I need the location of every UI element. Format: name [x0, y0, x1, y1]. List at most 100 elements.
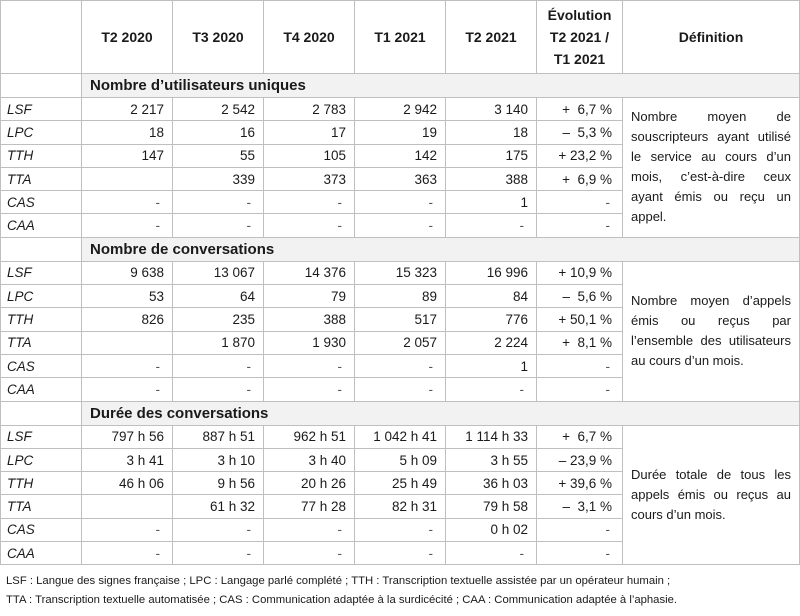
value-cell: 79 h 58: [445, 494, 537, 519]
table-row: LPC 3 h 41 3 h 10 3 h 40 5 h 09 3 h 55– 23,9 …: [0, 447, 800, 473]
corner-cell: [0, 0, 82, 74]
row-label: TTH: [0, 471, 82, 496]
value-cell: 3 h 41: [81, 447, 173, 473]
table-row: TTH 826 235 388 517 776 + 50,1 %: [0, 307, 800, 332]
value-cell: 1 042 h 41: [354, 424, 446, 449]
value-cell: 826: [81, 307, 173, 332]
section-header-row: Durée des conversations: [0, 400, 800, 426]
value-cell: 797 h 56: [81, 424, 173, 449]
value-cell: 1 114 h 33: [445, 424, 537, 449]
evolution-cell: – 5,6 %: [536, 284, 623, 309]
section-empty-cell: [0, 236, 82, 262]
evolution-cell: + 50,1 %: [536, 307, 623, 332]
evolution-cell: -: [536, 517, 623, 543]
value-cell: 19: [354, 120, 446, 145]
value-cell: 15 323: [354, 260, 446, 286]
value-cell: 20 h 26: [263, 471, 355, 496]
value-cell: 79: [263, 284, 355, 309]
value-cell: -: [263, 353, 355, 379]
value-cell: 18: [81, 120, 173, 145]
evolution-header-line: T1 2021: [553, 51, 606, 67]
row-label: LSF: [0, 96, 82, 122]
footnote-line: TTA : Transcription textuelle automatisé…: [6, 594, 678, 606]
section-title: Nombre d’utilisateurs uniques: [81, 73, 800, 98]
row-label: LPC: [0, 447, 82, 473]
row-label: TTH: [0, 307, 82, 332]
value-cell: -: [354, 353, 446, 379]
value-cell: -: [172, 353, 264, 379]
table-row: CAS - - - -1-: [0, 190, 800, 215]
value-cell: -: [263, 213, 355, 238]
value-cell: -: [263, 190, 355, 215]
evolution-header-line: Évolution: [547, 7, 612, 23]
value-cell: 82 h 31: [354, 494, 446, 519]
value-cell: -: [445, 541, 537, 566]
period-header: T2 2021: [445, 0, 537, 74]
evolution-cell: + 39,6 %: [536, 471, 623, 496]
value-cell: 142: [354, 143, 446, 168]
value-cell: -: [172, 517, 264, 543]
value-cell: 962 h 51: [263, 424, 355, 449]
evolution-cell: – 5,3 %: [536, 120, 623, 145]
value-cell: 887 h 51: [172, 424, 264, 449]
value-cell: 1 930: [263, 330, 355, 355]
table-row: CAA - - - - - -: [0, 377, 800, 402]
value-cell: 14 376: [263, 260, 355, 286]
section-title: Nombre de conversations: [81, 236, 800, 262]
period-header: T3 2020: [172, 0, 264, 74]
table-row: CAS - - - -0 h 02-: [0, 517, 800, 543]
row-label: TTH: [0, 143, 82, 168]
value-cell: -: [81, 377, 173, 402]
evolution-cell: -: [536, 377, 623, 402]
value-cell: 89: [354, 284, 446, 309]
row-label: CAA: [0, 541, 82, 566]
value-cell: 2 224: [445, 330, 537, 355]
value-cell: -: [172, 190, 264, 215]
value-cell: -: [81, 190, 173, 215]
value-cell: 84: [445, 284, 537, 309]
evolution-cell: + 8,1 %: [536, 330, 623, 355]
value-cell: -: [172, 377, 264, 402]
header-row: T2 2020 T3 2020 T4 2020 T1 2021 T2 2021 …: [0, 0, 800, 74]
table-row: LSF 2 217 2 542 2 783 2 942 3 140 + 6,7 % Nombr…: [0, 96, 800, 238]
value-cell: 3 h 10: [172, 447, 264, 473]
definition-cell: Nombre moyen d’appels émis ou reçus par …: [622, 260, 800, 402]
period-header: T4 2020: [263, 0, 355, 74]
value-cell: 373: [263, 166, 355, 192]
section-header-row: Nombre d’utilisateurs uniques: [0, 73, 800, 98]
value-cell: 388: [445, 166, 537, 192]
row-label: TTA: [0, 494, 82, 519]
value-cell: 517: [354, 307, 446, 332]
value-cell: 17: [263, 120, 355, 145]
definition-header: Définition: [622, 0, 800, 74]
value-cell: 5 h 09: [354, 447, 446, 473]
value-cell: 105: [263, 143, 355, 168]
value-cell: -: [354, 213, 446, 238]
section-header-row: Nombre de conversations: [0, 236, 800, 262]
value-cell: 16 996: [445, 260, 537, 286]
value-cell: 3 140: [445, 96, 537, 122]
value-cell: 175: [445, 143, 537, 168]
section-title: Durée des conversations: [81, 400, 800, 426]
row-label: CAA: [0, 377, 82, 402]
table-row: TTA 1 870 1 930 2 057 2 224 + 8,1 %: [0, 330, 800, 355]
value-cell: -: [445, 377, 537, 402]
value-cell: 46 h 06: [81, 471, 173, 496]
value-cell: [81, 494, 173, 519]
value-cell: 2 942: [354, 96, 446, 122]
evolution-header: Évolution T2 2021 / T1 2021: [536, 0, 623, 74]
value-cell: 1: [445, 353, 537, 379]
value-cell: 64: [172, 284, 264, 309]
table-row: LPC 53 64 79 89 84– 5,6 %: [0, 284, 800, 309]
row-label: CAS: [0, 353, 82, 379]
row-label: CAS: [0, 517, 82, 543]
value-cell: -: [263, 377, 355, 402]
row-label: LPC: [0, 120, 82, 145]
evolution-cell: -: [536, 541, 623, 566]
value-cell: 61 h 32: [172, 494, 264, 519]
value-cell: 147: [81, 143, 173, 168]
value-cell: -: [81, 213, 173, 238]
value-cell: 2 057: [354, 330, 446, 355]
footnote-line: LSF : Langue des signes française ; LPC …: [6, 575, 671, 587]
